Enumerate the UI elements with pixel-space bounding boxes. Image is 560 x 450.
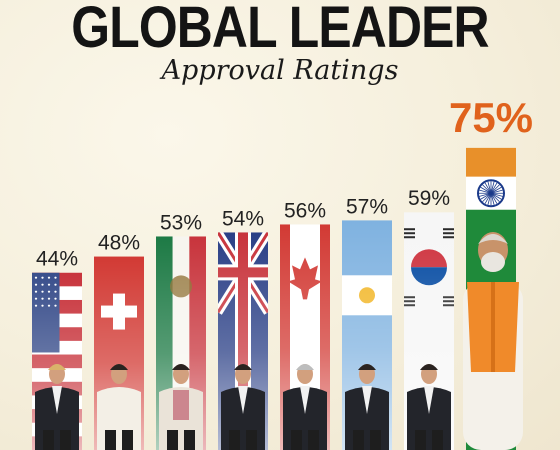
data-label-mexico: 53% <box>160 211 202 234</box>
data-label-india: 75% <box>449 94 533 141</box>
data-label-argentina: 57% <box>346 195 388 218</box>
leader-figure-india <box>463 232 523 450</box>
leader-figure-canada <box>283 364 327 450</box>
chart-title: GLOBAL LEADER <box>71 0 489 60</box>
leader-figure-switzerland <box>97 364 141 450</box>
data-label-switzerland: 48% <box>98 232 140 255</box>
leader-figure-mexico <box>159 364 203 450</box>
chart-subtitle: Approval Ratings <box>161 55 399 86</box>
leader-figure-argentina <box>345 364 389 450</box>
leader-figure-south-korea <box>407 364 451 450</box>
data-label-united-states: 44% <box>36 248 78 271</box>
data-label-united-kingdom: 54% <box>222 207 264 230</box>
data-label-canada: 56% <box>284 199 326 222</box>
data-label-south-korea: 59% <box>408 187 450 210</box>
leader-figure-united-kingdom <box>221 364 265 450</box>
leader-figure-united-states <box>35 364 79 450</box>
